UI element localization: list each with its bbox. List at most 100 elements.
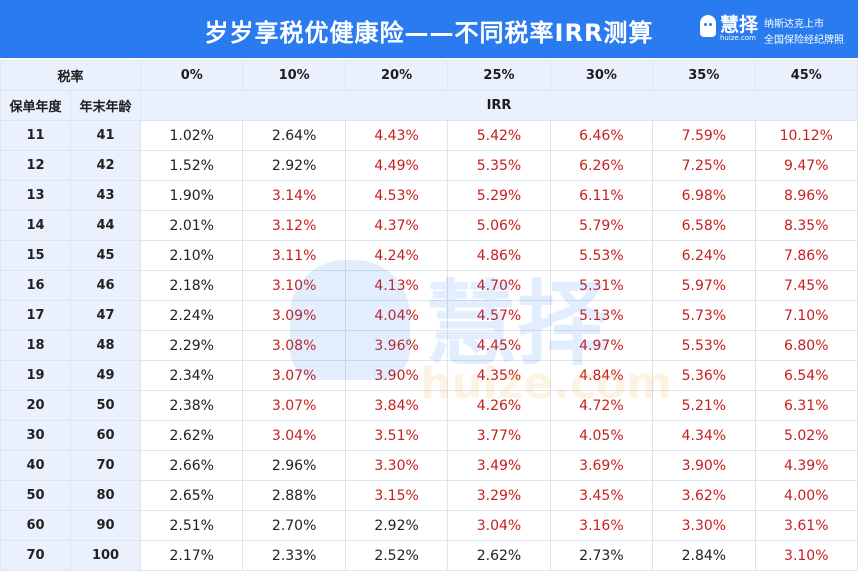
irr-cell: 5.79% — [549, 210, 654, 241]
irr-cell: 4.84% — [549, 360, 654, 391]
irr-cell: 5.31% — [549, 270, 654, 301]
age-header: 年末年龄 — [69, 90, 142, 121]
irr-cell: 2.33% — [242, 540, 346, 571]
irr-table: 税率 0% 10% 20% 25% 30% 35% 45% 保单年度 年末年龄 … — [0, 60, 858, 571]
tax-rate-header: 0% — [140, 60, 244, 91]
table-row: 40 70 2.66% 2.96% 3.30% 3.49% 3.69% 3.90% 4.39% — [0, 450, 858, 481]
age-cell: 46 — [69, 270, 142, 301]
irr-cell: 4.24% — [344, 240, 449, 271]
irr-cell: 2.01% — [140, 210, 244, 241]
irr-cell: 2.66% — [140, 450, 244, 481]
irr-cell: 2.52% — [344, 540, 449, 571]
age-cell: 100 — [69, 540, 142, 571]
irr-cell: 4.39% — [754, 450, 858, 481]
policy-year-cell: 12 — [0, 150, 71, 181]
table-row: 17 47 2.24% 3.09% 4.04% 4.57% 5.13% 5.73% 7.10% — [0, 300, 858, 331]
age-cell: 48 — [69, 330, 142, 361]
irr-cell: 2.51% — [140, 510, 244, 541]
mascot-icon — [700, 15, 716, 37]
irr-cell: 3.09% — [242, 300, 346, 331]
irr-cell: 6.24% — [652, 240, 756, 271]
table-row: 16 46 2.18% 3.10% 4.13% 4.70% 5.31% 5.97% 7.45% — [0, 270, 858, 301]
irr-cell: 9.47% — [754, 150, 858, 181]
table-row: 30 60 2.62% 3.04% 3.51% 3.77% 4.05% 4.34% 5.02% — [0, 420, 858, 451]
irr-cell: 10.12% — [754, 120, 858, 151]
irr-cell: 3.90% — [652, 450, 756, 481]
irr-cell: 4.49% — [344, 150, 449, 181]
irr-cell: 7.45% — [754, 270, 858, 301]
irr-cell: 2.62% — [140, 420, 244, 451]
tax-rate-header: 10% — [242, 60, 346, 91]
irr-cell: 3.10% — [754, 540, 858, 571]
irr-cell: 2.38% — [140, 390, 244, 421]
tax-rate-header-row: 税率 0% 10% 20% 25% 30% 35% 45% — [0, 60, 858, 91]
irr-cell: 3.16% — [549, 510, 654, 541]
table-row: 50 80 2.65% 2.88% 3.15% 3.29% 3.45% 3.62% 4.00% — [0, 480, 858, 511]
irr-cell: 1.02% — [140, 120, 244, 151]
table-row: 15 45 2.10% 3.11% 4.24% 4.86% 5.53% 6.24% 7.86% — [0, 240, 858, 271]
irr-cell: 6.98% — [652, 180, 756, 211]
irr-cell: 3.08% — [242, 330, 346, 361]
irr-header: IRR — [140, 90, 858, 121]
irr-table-container: 税率 0% 10% 20% 25% 30% 35% 45% 保单年度 年末年龄 … — [0, 60, 858, 576]
policy-year-cell: 17 — [0, 300, 71, 331]
irr-cell: 4.05% — [549, 420, 654, 451]
table-row: 60 90 2.51% 2.70% 2.92% 3.04% 3.16% 3.30% 3.61% — [0, 510, 858, 541]
irr-cell: 7.10% — [754, 300, 858, 331]
policy-year-cell: 40 — [0, 450, 71, 481]
irr-cell: 2.29% — [140, 330, 244, 361]
policy-year-cell: 13 — [0, 180, 71, 211]
irr-cell: 4.53% — [344, 180, 449, 211]
irr-cell: 4.26% — [447, 390, 551, 421]
irr-cell: 4.70% — [447, 270, 551, 301]
policy-year-cell: 70 — [0, 540, 71, 571]
irr-cell: 3.12% — [242, 210, 346, 241]
irr-cell: 5.29% — [447, 180, 551, 211]
column-header-row: 保单年度 年末年龄 IRR — [0, 90, 858, 121]
policy-year-cell: 30 — [0, 420, 71, 451]
irr-cell: 2.62% — [447, 540, 551, 571]
age-cell: 50 — [69, 390, 142, 421]
age-cell: 45 — [69, 240, 142, 271]
tax-rate-header: 25% — [447, 60, 551, 91]
irr-cell: 3.90% — [344, 360, 449, 391]
irr-cell: 5.53% — [652, 330, 756, 361]
brand-name: 慧择 — [720, 14, 759, 36]
age-cell: 43 — [69, 180, 142, 211]
irr-cell: 6.54% — [754, 360, 858, 391]
policy-year-cell: 20 — [0, 390, 71, 421]
policy-year-header: 保单年度 — [0, 90, 71, 121]
irr-cell: 8.35% — [754, 210, 858, 241]
irr-cell: 3.11% — [242, 240, 346, 271]
irr-cell: 2.65% — [140, 480, 244, 511]
irr-cell: 7.25% — [652, 150, 756, 181]
table-row: 20 50 2.38% 3.07% 3.84% 4.26% 4.72% 5.21% 6.31% — [0, 390, 858, 421]
irr-cell: 6.26% — [549, 150, 654, 181]
irr-cell: 1.52% — [140, 150, 244, 181]
irr-cell: 2.18% — [140, 270, 244, 301]
table-row: 13 43 1.90% 3.14% 4.53% 5.29% 6.11% 6.98% 8.96% — [0, 180, 858, 211]
policy-year-cell: 19 — [0, 360, 71, 391]
irr-cell: 4.13% — [344, 270, 449, 301]
irr-cell: 4.57% — [447, 300, 551, 331]
age-cell: 49 — [69, 360, 142, 391]
age-cell: 44 — [69, 210, 142, 241]
irr-cell: 6.11% — [549, 180, 654, 211]
irr-cell: 3.84% — [344, 390, 449, 421]
irr-cell: 2.17% — [140, 540, 244, 571]
age-cell: 41 — [69, 120, 142, 151]
irr-cell: 3.04% — [447, 510, 551, 541]
irr-cell: 4.97% — [549, 330, 654, 361]
age-cell: 60 — [69, 420, 142, 451]
policy-year-cell: 11 — [0, 120, 71, 151]
irr-cell: 3.49% — [447, 450, 551, 481]
table-row: 11 41 1.02% 2.64% 4.43% 5.42% 6.46% 7.59% 10.12% — [0, 120, 858, 151]
irr-cell: 3.14% — [242, 180, 346, 211]
irr-cell: 3.77% — [447, 420, 551, 451]
table-row: 19 49 2.34% 3.07% 3.90% 4.35% 4.84% 5.36% 6.54% — [0, 360, 858, 391]
irr-cell: 2.10% — [140, 240, 244, 271]
policy-year-cell: 16 — [0, 270, 71, 301]
policy-year-cell: 14 — [0, 210, 71, 241]
irr-cell: 3.30% — [652, 510, 756, 541]
irr-cell: 5.42% — [447, 120, 551, 151]
